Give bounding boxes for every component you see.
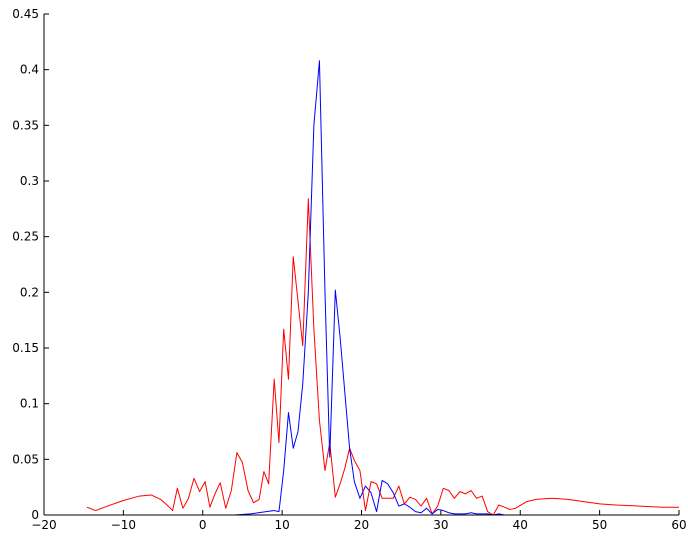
y-tick-label: 0.1 bbox=[20, 397, 39, 411]
y-tick-label: 0.25 bbox=[12, 230, 39, 244]
x-tick-label: 10 bbox=[274, 518, 289, 532]
y-tick-label: 0.35 bbox=[12, 118, 39, 132]
x-tick-label: 30 bbox=[433, 518, 448, 532]
y-axis-ticks: 0 0.05 0.1 0.15 0.2 0.25 0.3 0.35 0.4 0.45 bbox=[12, 7, 49, 522]
y-tick-label: 0.3 bbox=[20, 174, 39, 188]
x-tick-label: 0 bbox=[199, 518, 207, 532]
x-tick-label: 50 bbox=[592, 518, 607, 532]
series-line-2 bbox=[234, 60, 679, 516]
x-tick-label: 40 bbox=[513, 518, 528, 532]
series-line-1 bbox=[86, 198, 679, 516]
y-tick-label: 0.45 bbox=[12, 7, 39, 21]
x-tick-label: −10 bbox=[111, 518, 136, 532]
y-tick-label: 0.2 bbox=[20, 285, 39, 299]
y-tick-label: 0 bbox=[31, 508, 39, 522]
x-axis-ticks: −20 −10 0 10 20 30 40 50 60 bbox=[31, 510, 687, 532]
x-tick-label: 20 bbox=[354, 518, 369, 532]
series-group bbox=[86, 60, 679, 516]
y-tick-label: 0.05 bbox=[12, 452, 39, 466]
x-tick-label: 60 bbox=[671, 518, 686, 532]
x-tick-label: −20 bbox=[31, 518, 56, 532]
y-tick-label: 0.4 bbox=[20, 63, 39, 77]
y-tick-label: 0.15 bbox=[12, 341, 39, 355]
plot-area: −20 −10 0 10 20 30 40 50 60 00.050.10.150.20.250… bbox=[12, 7, 686, 532]
